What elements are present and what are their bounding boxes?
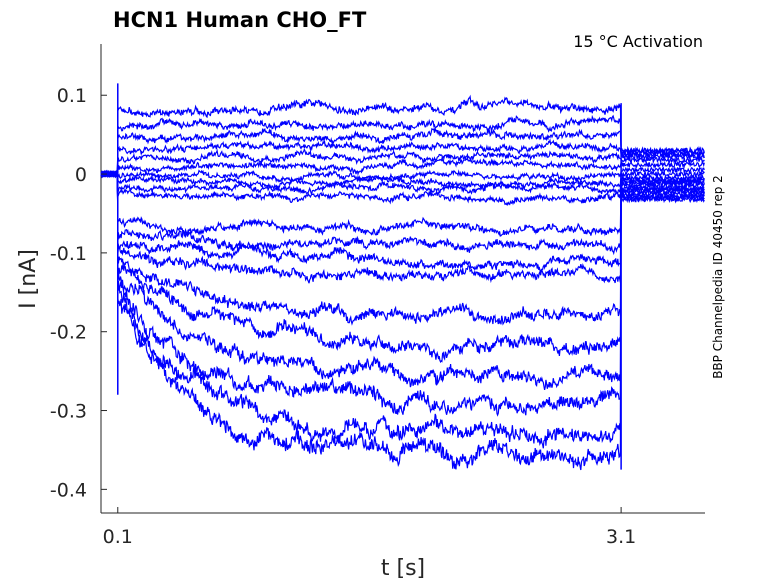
trace-line (100, 169, 705, 256)
chart-subtitle: 15 °C Activation (573, 32, 703, 51)
y-tick-label: -0.2 (50, 322, 87, 344)
axes (100, 44, 705, 514)
trace-line (100, 169, 705, 196)
ticks: 0.1 0 -0.1 -0.2 -0.3 -0.4 0.1 3.1 (50, 85, 636, 548)
trace-line (100, 170, 705, 471)
y-axis-label: I [nA] (16, 249, 41, 309)
y-tick-label: -0.4 (50, 479, 87, 501)
trace-line (100, 169, 705, 364)
trace-line (100, 169, 705, 190)
x-axis-label: t [s] (381, 556, 425, 581)
x-tick-label: 3.1 (606, 526, 636, 548)
x-tick-label: 0.1 (103, 526, 133, 548)
trace-line (100, 114, 705, 179)
trace-line (100, 170, 705, 207)
trace-line (100, 170, 705, 238)
trace-line (100, 138, 705, 178)
trace-line (100, 169, 705, 449)
y-tick-label: 0.1 (57, 85, 87, 107)
traces (100, 83, 705, 471)
trace-line (100, 156, 705, 178)
trace-line (100, 166, 705, 184)
y-tick-label: -0.1 (50, 243, 87, 265)
trace-line (100, 170, 705, 326)
trace-line (100, 127, 705, 178)
trace-line (100, 94, 705, 178)
side-label: BBP Channelpedia ID 40450 rep 2 (711, 175, 725, 379)
trace-line (100, 170, 705, 391)
trace-line (100, 147, 705, 179)
y-tick-label: -0.3 (50, 401, 87, 423)
y-tick-label: 0 (75, 164, 87, 186)
trace-line (100, 170, 705, 273)
chart-title: HCN1 Human CHO_FT (113, 8, 367, 32)
trace-line (100, 169, 705, 284)
